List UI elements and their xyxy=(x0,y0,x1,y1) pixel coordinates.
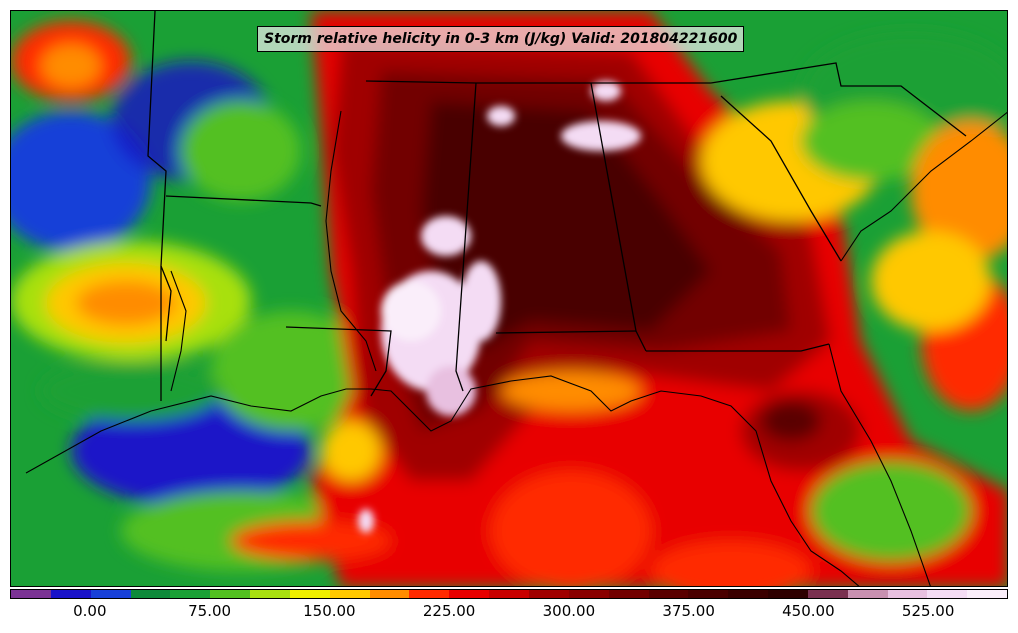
colorbar-tick-label: 525.00 xyxy=(901,602,955,620)
colorbar-segment xyxy=(807,590,848,598)
colorbar-ticks: 0.00 75.00 150.00 225.00 300.00 375.00 450.00 5… xyxy=(10,602,1008,626)
colorbar-segment xyxy=(449,590,490,598)
colorbar-segment xyxy=(250,590,290,598)
colorbar-segment xyxy=(90,590,131,598)
colorbar-tick-label: 300.00 xyxy=(542,602,596,620)
colorbar-segment xyxy=(728,590,769,598)
colorbar-segment xyxy=(50,590,91,598)
colorbar-segment xyxy=(768,590,808,598)
colorbar-segment xyxy=(847,590,888,598)
state-borders xyxy=(147,11,967,401)
colorbar-segment xyxy=(967,590,1008,598)
colorbar-segment xyxy=(329,590,370,598)
colorbar-segment xyxy=(130,590,171,598)
colorbar-segment xyxy=(210,590,251,598)
colorbar-segment xyxy=(289,590,330,598)
colorbar-segment xyxy=(927,590,968,598)
colorbar-segment xyxy=(489,590,529,598)
helicity-map: Storm relative helicity in 0-3 km (J/kg)… xyxy=(10,10,1008,587)
coastlines xyxy=(25,110,1007,586)
colorbar-segment xyxy=(688,590,729,598)
colorbar-tick-label: 75.00 xyxy=(188,602,232,620)
colorbar-tick-label: 0.00 xyxy=(73,602,107,620)
map-title: Storm relative helicity in 0-3 km (J/kg)… xyxy=(257,26,745,52)
colorbar-segment xyxy=(369,590,410,598)
colorbar-segment xyxy=(409,590,450,598)
colorbar-tick-label: 225.00 xyxy=(422,602,476,620)
colorbar-tick-label: 150.00 xyxy=(303,602,356,620)
colorbar xyxy=(10,589,1008,599)
colorbar-segment xyxy=(528,590,569,598)
colorbar-segment xyxy=(11,590,51,598)
colorbar-segment xyxy=(887,590,928,598)
colorbar-segment xyxy=(648,590,689,598)
colorbar-segment xyxy=(568,590,609,598)
helicity-field xyxy=(11,11,1007,586)
colorbar-tick-label: 450.00 xyxy=(782,602,835,620)
colorbar-tick-label: 375.00 xyxy=(662,602,715,620)
colorbar-segment xyxy=(170,590,211,598)
colorbar-segment xyxy=(608,590,649,598)
